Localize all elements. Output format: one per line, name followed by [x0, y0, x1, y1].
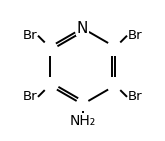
Text: NH₂: NH₂: [69, 114, 96, 127]
Text: Br: Br: [127, 29, 142, 42]
Text: Br: Br: [23, 90, 38, 103]
Text: Br: Br: [23, 29, 38, 42]
Text: Br: Br: [127, 90, 142, 103]
Text: N: N: [77, 21, 88, 36]
